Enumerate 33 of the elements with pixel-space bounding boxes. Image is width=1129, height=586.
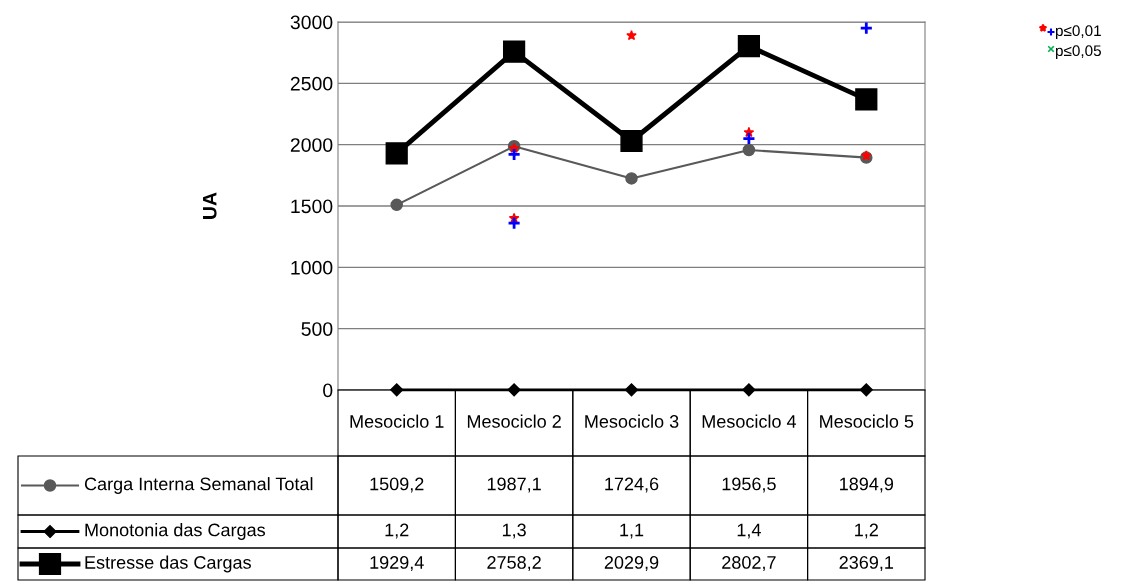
data-label: 2029,9 — [604, 556, 659, 571]
data-label: 2369,1 — [839, 556, 894, 571]
data-label: 1724,6 — [605, 477, 659, 493]
y-tick-label: 2500 — [290, 76, 333, 91]
y-axis-title: UA — [203, 192, 217, 219]
data-label: 1894,9 — [840, 477, 894, 493]
data-label: 1987,1 — [487, 477, 541, 493]
data-label: 1,2 — [855, 523, 878, 539]
data-label: 1956,5 — [722, 477, 776, 493]
x-tick-label: Mesociclo 4 — [702, 414, 797, 428]
data-label: 1,4 — [737, 523, 761, 539]
x-tick-label: Mesociclo 2 — [467, 414, 561, 428]
y-tick-label: 3000 — [290, 15, 333, 30]
legend-label: Monotonia das Cargas — [85, 523, 266, 540]
data-label: 1509,2 — [370, 477, 424, 493]
data-label: 1,1 — [620, 523, 644, 539]
data-label: 1929,4 — [370, 556, 424, 571]
y-tick-label: 1000 — [291, 260, 333, 275]
x-tick-label: Mesociclo 1 — [350, 414, 444, 428]
y-tick-label: 0 — [323, 383, 333, 398]
legend-label: Carga Interna Semanal Total — [84, 477, 313, 494]
data-label: 2802,7 — [722, 556, 776, 571]
y-tick-label: 500 — [301, 322, 333, 336]
data-label: 1,3 — [502, 523, 526, 539]
x-tick-label: Mesociclo 5 — [820, 414, 914, 428]
x-tick-label: Mesociclo 3 — [585, 414, 679, 428]
text: p≤0,05 — [1055, 45, 1101, 60]
data-label: 1,2 — [385, 523, 409, 539]
text: p≤0,01 — [1055, 25, 1101, 40]
y-tick-label: 1500 — [291, 199, 333, 214]
y-tick-label: 2000 — [290, 138, 333, 152]
legend-label: Estresse das Cargas — [85, 555, 251, 573]
data-label: 2758,2 — [487, 556, 541, 571]
